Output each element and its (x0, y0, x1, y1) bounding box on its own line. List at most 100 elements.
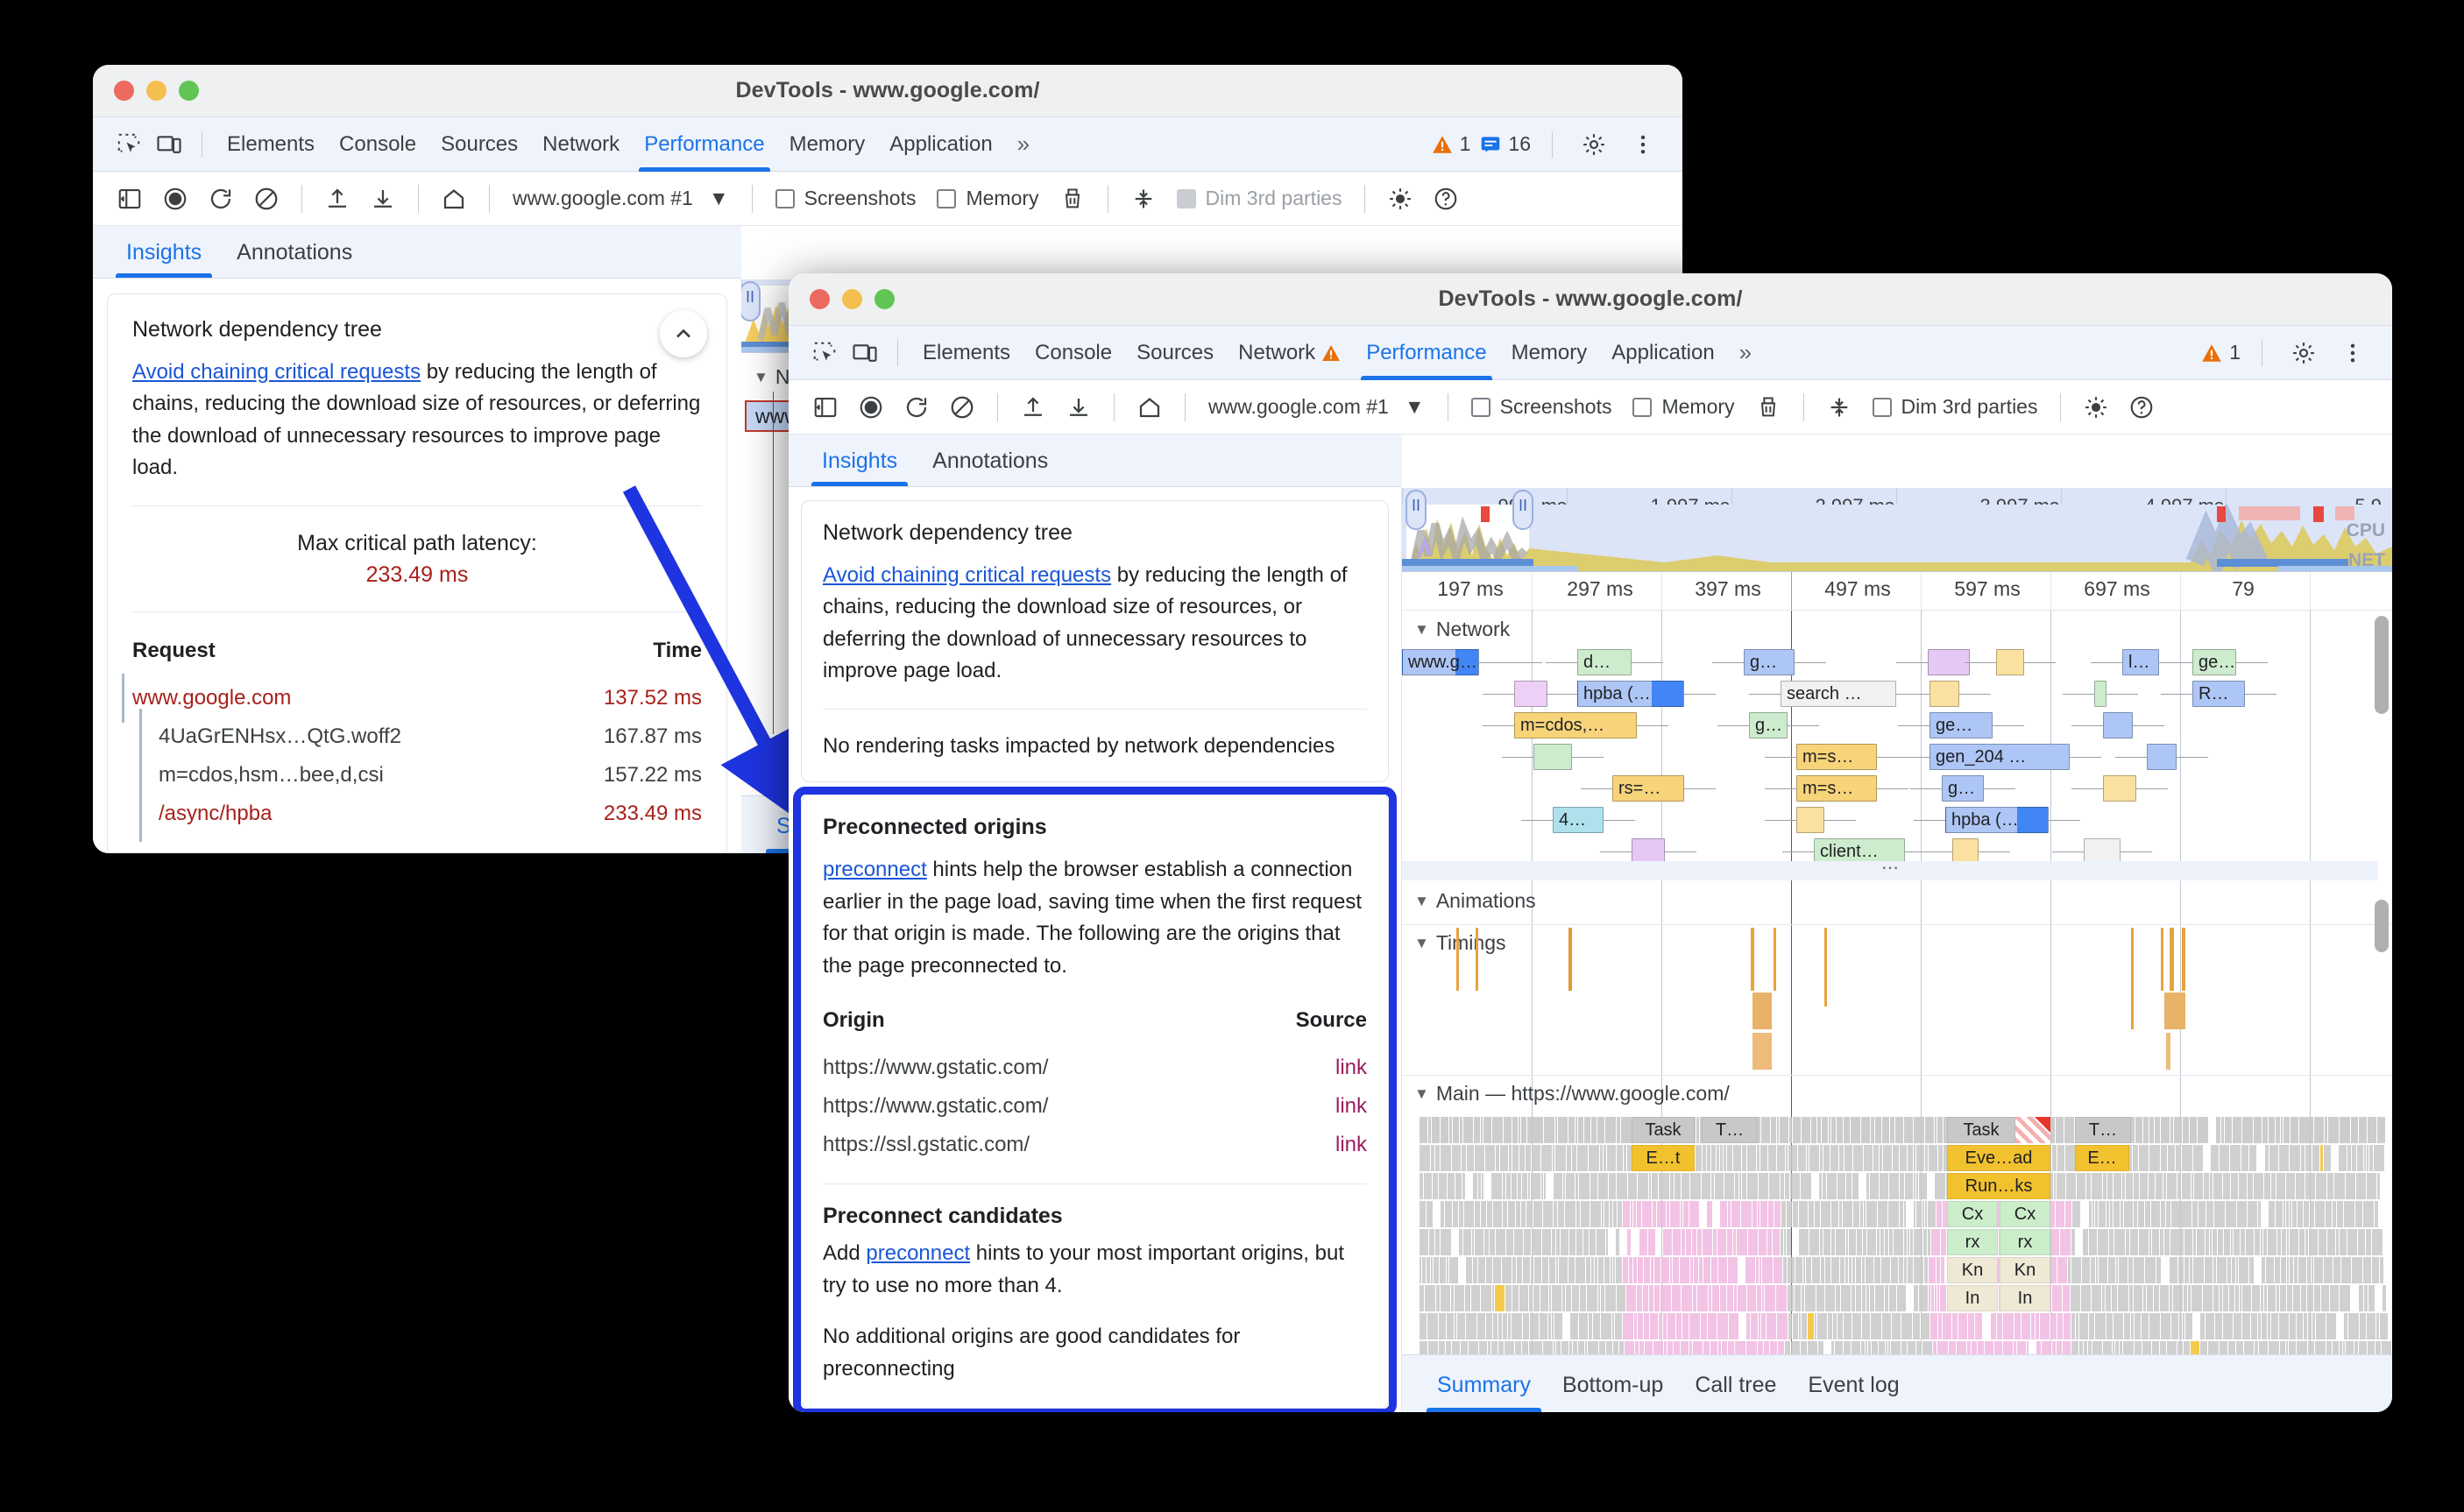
flame-bar[interactable] (2280, 1285, 2286, 1311)
flame-bar[interactable] (1455, 1173, 1462, 1199)
flame-bar[interactable] (2297, 1313, 2303, 1339)
checkbox-box[interactable] (1632, 397, 1653, 417)
flame-bar[interactable] (2363, 1257, 2371, 1283)
flame-bar[interactable] (2337, 1201, 2343, 1227)
flame-bar[interactable] (1809, 1145, 1819, 1171)
flame-bar[interactable] (2340, 1229, 2347, 1255)
tab-memory[interactable]: Memory (777, 117, 878, 172)
flame-bar[interactable] (1784, 1229, 1786, 1255)
settings-gear-icon[interactable] (1574, 124, 1614, 165)
flame-bar[interactable] (2096, 1257, 2098, 1283)
flame-bar[interactable] (2308, 1313, 2312, 1339)
flame-bar[interactable] (2182, 1145, 2192, 1171)
track-header-animations[interactable]: ▼ Animations (1402, 889, 1536, 913)
flame-bar[interactable] (1447, 1313, 1454, 1339)
collapse-tracks-icon[interactable] (1818, 386, 1860, 428)
flame-bar[interactable] (1913, 1313, 1920, 1339)
flame-bar[interactable] (2315, 1341, 2326, 1354)
flame-bar[interactable] (1870, 1173, 1879, 1199)
flame-bar[interactable] (2149, 1229, 2151, 1255)
flame-bar[interactable] (1919, 1285, 1928, 1311)
timings-track-bars[interactable] (1402, 993, 2392, 1071)
flame-bar[interactable] (2280, 1341, 2285, 1354)
flame-bar[interactable] (1604, 1145, 1606, 1171)
flame-block[interactable]: In (1947, 1285, 1998, 1311)
flame-block[interactable]: Eve…ad (1947, 1145, 2050, 1171)
flame-bar[interactable] (1767, 1229, 1772, 1255)
flame-bar[interactable] (1667, 1201, 1669, 1227)
flame-bar[interactable] (1623, 1313, 1633, 1339)
flame-bar[interactable] (1888, 1201, 1899, 1227)
flame-bar[interactable] (2221, 1117, 2224, 1143)
flame-bar[interactable] (2124, 1201, 2133, 1227)
flame-bar[interactable] (1689, 1313, 1700, 1339)
preconnected-origins-card[interactable]: Preconnected origins preconnect hints he… (801, 795, 1389, 1410)
flame-bar[interactable] (1496, 1145, 1499, 1171)
flame-bar[interactable] (2064, 1117, 2074, 1143)
flame-bar[interactable] (1895, 1117, 1903, 1143)
flame-bar[interactable] (2057, 1341, 2062, 1354)
front-detail-ruler[interactable]: 197 ms 297 ms 397 ms 497 ms 597 ms 697 m… (1402, 572, 2392, 611)
flame-bar[interactable] (2192, 1201, 2198, 1227)
flame-bar[interactable] (1567, 1145, 1571, 1171)
flame-bar[interactable] (1711, 1173, 1714, 1199)
flame-bar[interactable] (1949, 1341, 1956, 1354)
flame-bar[interactable] (1868, 1341, 1871, 1354)
flame-bar[interactable] (1707, 1201, 1712, 1227)
flame-bar[interactable] (1675, 1173, 1681, 1199)
flame-bar[interactable] (1908, 1257, 1913, 1283)
flame-bar[interactable] (2291, 1117, 2298, 1143)
flame-bar[interactable] (2014, 1313, 2021, 1339)
flame-bar[interactable] (2277, 1229, 2281, 1255)
flame-bar[interactable] (1727, 1285, 1733, 1311)
flame-bar[interactable] (2194, 1173, 2203, 1199)
flame-bar[interactable] (2366, 1229, 2371, 1255)
flame-bar[interactable] (1453, 1201, 1458, 1227)
flame-bar[interactable] (1481, 1285, 1491, 1311)
flame-bar[interactable] (1556, 1229, 1560, 1255)
flame-bar[interactable] (1554, 1173, 1562, 1199)
flame-bar[interactable] (2135, 1313, 2141, 1339)
flame-bar[interactable] (1818, 1341, 1823, 1354)
flame-bar[interactable] (2133, 1145, 2138, 1171)
network-request-block[interactable]: g… (1744, 649, 1795, 675)
flame-bar[interactable] (2258, 1313, 2261, 1339)
chevron-down-icon[interactable]: ▼ (708, 187, 729, 209)
flame-bar[interactable] (2149, 1313, 2160, 1339)
flame-bar[interactable] (2312, 1313, 2315, 1339)
flame-bar[interactable] (1420, 1173, 1423, 1199)
dim-third-parties-checkbox[interactable]: Dim 3rd parties (1168, 187, 1351, 210)
back-control-bar[interactable]: www.google.com #1 ▼ Screenshots Memory (93, 172, 1682, 226)
flame-bar[interactable] (1707, 1145, 1710, 1171)
flame-bar[interactable] (1549, 1257, 1555, 1283)
flame-bar[interactable] (2281, 1257, 2286, 1283)
flame-bar[interactable] (1512, 1257, 1516, 1283)
flame-bar[interactable] (2088, 1341, 2092, 1354)
flame-bar[interactable] (2064, 1313, 2071, 1339)
toggle-sidebar-icon[interactable] (804, 386, 846, 428)
flame-bar[interactable] (2352, 1257, 2362, 1283)
flame-bar[interactable] (2261, 1229, 2262, 1255)
flame-bar[interactable] (1837, 1117, 1843, 1143)
flame-bar[interactable] (2298, 1257, 2306, 1283)
flame-bar[interactable] (2231, 1229, 2233, 1255)
flame-bar[interactable] (1607, 1145, 1616, 1171)
flame-bar[interactable] (2340, 1341, 2342, 1354)
flame-bar[interactable] (2191, 1173, 2193, 1199)
flame-bar[interactable] (1659, 1313, 1662, 1339)
flame-bar[interactable] (1733, 1145, 1741, 1171)
flame-bar[interactable] (1815, 1313, 1816, 1339)
flame-bar[interactable] (1851, 1117, 1860, 1143)
flame-bar[interactable] (1576, 1229, 1582, 1255)
flame-bar[interactable] (1697, 1285, 1708, 1311)
flame-bar[interactable] (1703, 1229, 1712, 1255)
flame-bar[interactable] (1901, 1313, 1912, 1339)
flame-row[interactable] (1402, 1285, 2392, 1311)
flame-bar[interactable] (1798, 1145, 1806, 1171)
flame-bar[interactable] (1836, 1229, 1845, 1255)
flame-bar[interactable] (1756, 1257, 1759, 1283)
flame-bar[interactable] (1512, 1117, 1518, 1143)
flame-bar[interactable] (2171, 1313, 2178, 1339)
flame-bar[interactable] (2190, 1117, 2197, 1143)
flame-bar[interactable] (1768, 1145, 1776, 1171)
